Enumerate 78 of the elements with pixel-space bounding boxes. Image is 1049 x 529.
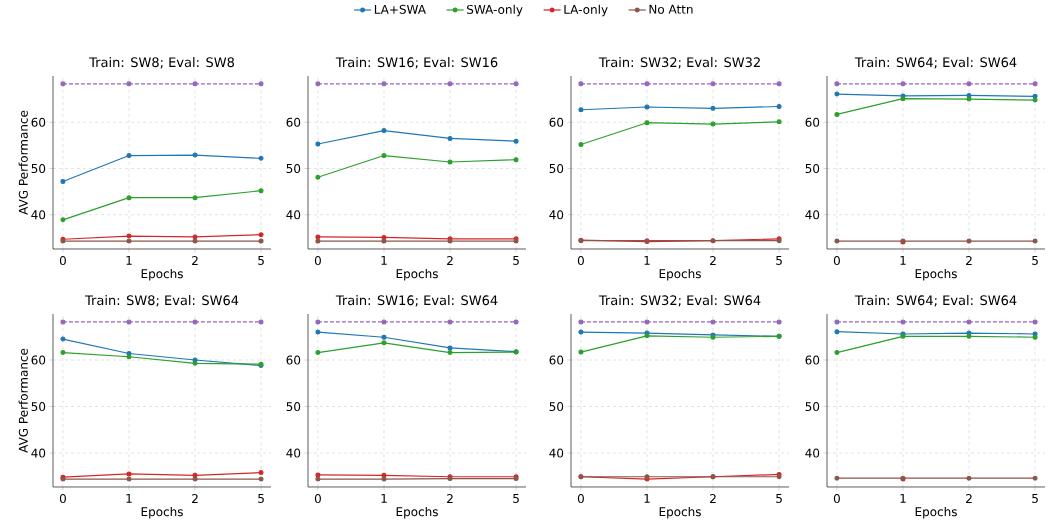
y-tick-label: 60 [286,355,301,365]
y-axis-title: AVG Performance [18,348,28,453]
chart-title: Train: SW64; Eval: SW64 [854,57,1017,69]
x-tick-label: 0 [59,494,66,504]
x-tick-label: 5 [776,256,782,265]
x-tick-label: 5 [1032,494,1038,503]
x-tick-label: 5 [513,494,519,503]
y-tick-label: 60 [549,117,564,127]
y-tick-label: 40 [805,210,820,220]
y-tick-label: 50 [31,401,46,412]
x-tick-label: 0 [314,256,321,266]
y-tick-label: 60 [31,117,46,127]
y-tick-label: 50 [31,163,46,174]
legend-label: LA-only [564,4,608,17]
y-tick-label: 60 [549,355,564,365]
y-tick-label: 40 [31,210,46,220]
legend-label: SWA-only [467,4,523,17]
x-axis-title: Epochs [915,268,957,281]
x-tick-label: 1 [644,494,650,503]
chart-title: Train: SW16; Eval: SW16 [335,57,498,69]
x-axis-title: Epochs [396,506,438,519]
x-tick-label: 1 [381,494,387,503]
x-tick-label: 5 [258,494,264,503]
x-tick-label: 2 [966,494,972,503]
x-tick-label: 1 [381,256,387,265]
x-tick-label: 0 [314,494,321,504]
chart-title: Train: SW32; Eval: SW32 [598,57,760,69]
chart-title: Train: SW32; Eval: SW64 [598,295,761,307]
x-tick-label: 5 [1032,256,1038,265]
y-tick-label: 40 [549,448,564,458]
x-tick-label: 1 [900,494,906,503]
chart-title: Train: SW8; Eval: SW8 [89,57,235,69]
y-tick-label: 40 [286,210,301,220]
chart-title: Train: SW8; Eval: SW64 [84,295,239,307]
x-tick-label: 0 [577,494,584,504]
y-tick-label: 50 [549,163,564,174]
x-axis-title: Epochs [141,268,183,281]
x-axis-title: Epochs [659,506,701,519]
y-tick-label: 60 [286,117,301,127]
y-tick-label: 40 [286,448,301,458]
x-tick-label: 2 [192,256,198,265]
y-tick-label: 50 [805,163,820,174]
y-tick-label: 50 [286,163,301,174]
y-tick-label: 50 [549,401,564,412]
x-axis-title: Epochs [141,506,183,519]
x-tick-label: 2 [447,256,453,265]
x-tick-label: 2 [966,256,972,265]
x-tick-label: 0 [833,256,840,266]
x-axis-title: Epochs [659,268,701,281]
x-tick-label: 5 [513,256,519,265]
x-tick-label: 2 [710,494,716,503]
x-tick-label: 1 [900,256,906,265]
x-tick-label: 1 [644,256,650,265]
x-tick-label: 5 [258,256,264,265]
x-axis-title: Epochs [915,506,957,519]
x-tick-label: 2 [710,256,716,265]
x-tick-label: 1 [126,494,132,503]
y-tick-label: 40 [31,448,46,458]
y-tick-label: 60 [805,117,820,127]
y-tick-label: 50 [805,401,820,412]
x-tick-label: 2 [447,494,453,503]
x-tick-label: 0 [833,494,840,504]
y-tick-label: 50 [286,401,301,412]
x-axis-title: Epochs [396,268,438,281]
y-tick-label: 40 [549,210,564,220]
y-tick-label: 40 [805,448,820,458]
y-tick-label: 60 [805,355,820,365]
x-tick-label: 5 [776,494,782,503]
x-tick-label: 0 [577,256,584,266]
y-axis-title: AVG Performance [18,110,28,215]
legend-label: No Attn [649,4,693,14]
x-tick-label: 1 [126,256,132,265]
y-tick-label: 60 [31,355,46,365]
chart-title: Train: SW64; Eval: SW64 [854,295,1017,307]
x-tick-label: 0 [59,256,66,266]
x-tick-label: 2 [192,494,198,503]
chart-title: Train: SW16; Eval: SW64 [335,295,498,307]
legend-label: LA+SWA [374,4,426,14]
